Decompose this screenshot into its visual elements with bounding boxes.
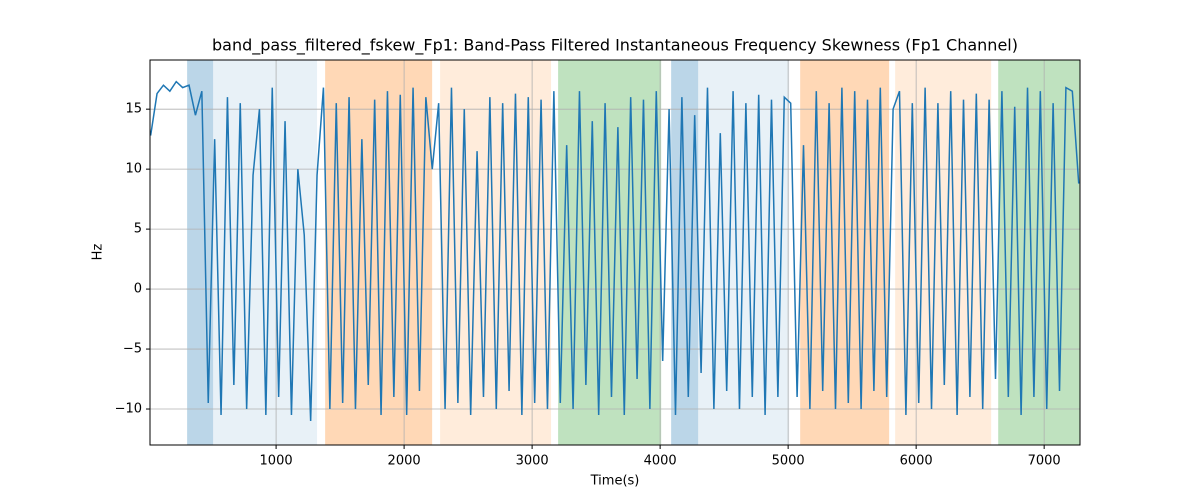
y-axis-label: Hz — [91, 244, 106, 261]
data-line — [150, 80, 1080, 422]
x-tick-label: 4000 — [644, 454, 677, 469]
y-tick-label: 15 — [125, 102, 142, 117]
plot-frame — [149, 59, 1081, 446]
x-tick-label: 1000 — [260, 454, 293, 469]
x-tick-label: 3000 — [516, 454, 549, 469]
x-tick-label: 2000 — [388, 454, 421, 469]
x-tick-label: 7000 — [1028, 454, 1061, 469]
x-tick-label: 6000 — [900, 454, 933, 469]
y-tick-label: 0 — [134, 282, 142, 297]
y-tick-label: 10 — [125, 162, 142, 177]
chart-title: band_pass_filtered_fskew_Fp1: Band-Pass … — [212, 36, 1018, 56]
x-axis-label: Time(s) — [590, 474, 640, 489]
y-tick-label: 5 — [134, 222, 142, 237]
y-tick-label: −5 — [123, 342, 142, 357]
x-tick-label: 5000 — [772, 454, 805, 469]
y-tick-label: −10 — [115, 402, 142, 417]
